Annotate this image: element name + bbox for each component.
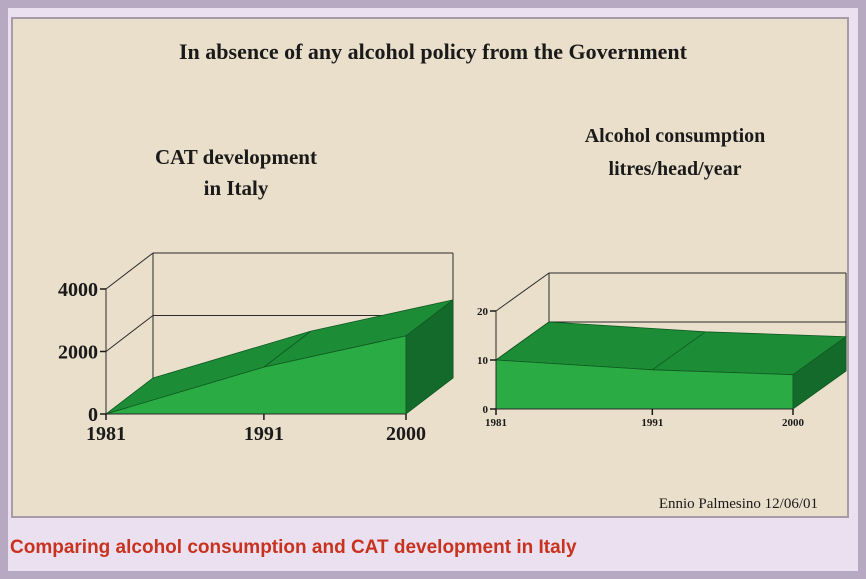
alcohol-chart-title-line-2: litres/head/year — [609, 158, 742, 180]
alcohol-xtick-label: 1981 — [485, 417, 507, 429]
alcohol-chart-title-line-1: Alcohol consumption — [585, 125, 766, 147]
cat-xtick-label: 1981 — [86, 423, 126, 445]
alcohol-top-depth-line — [495, 272, 550, 312]
cat-area-fold — [263, 330, 312, 368]
cat-development-chart: 0 2000 4000 1981 1991 2000 — [58, 252, 454, 445]
cat-xtick-label: 2000 — [386, 423, 426, 445]
cat-ytick-label: 4000 — [58, 279, 98, 301]
cat-mid-depth-line — [105, 315, 154, 352]
alcohol-area-side — [792, 335, 847, 410]
alcohol-xtick-label: 2000 — [782, 417, 805, 429]
cat-top-depth-line — [105, 252, 154, 290]
alcohol-area-fold — [652, 331, 706, 371]
cat-area-side — [405, 299, 454, 415]
figure-caption: Comparing alcohol consumption and CAT de… — [10, 537, 577, 558]
alcohol-consumption-chart: 0 10 20 1981 1991 2000 — [477, 272, 848, 429]
alcohol-xtick-label: 1991 — [641, 417, 663, 429]
alcohol-ytick-label: 0 — [483, 404, 489, 416]
cat-ytick-label: 2000 — [58, 342, 98, 364]
slide-title: In absence of any alcohol policy from th… — [179, 39, 688, 64]
author-credit: Ennio Palmesino 12/06/01 — [659, 496, 818, 512]
cat-ytick-label: 0 — [88, 404, 98, 426]
cat-chart-title-line-1: CAT development — [155, 145, 317, 169]
cat-xtick-label: 1991 — [244, 423, 284, 445]
slide: In absence of any alcohol policy from th… — [11, 17, 849, 518]
cat-chart-title-line-2: in Italy — [204, 176, 269, 200]
slide-canvas: In absence of any alcohol policy from th… — [58, 39, 848, 512]
alcohol-ytick-label: 20 — [477, 306, 489, 318]
alcohol-ytick-label: 10 — [477, 355, 489, 367]
